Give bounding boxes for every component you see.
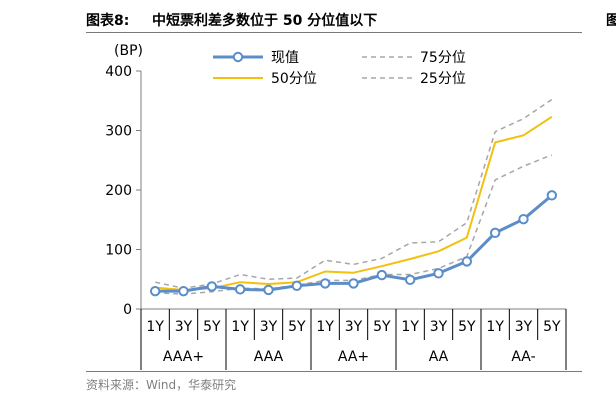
series-point-current xyxy=(376,269,388,281)
y-tick-label: 200 xyxy=(105,183,132,199)
series-point-current xyxy=(149,285,161,297)
x-tick-label: 1Y xyxy=(231,319,249,335)
x-tick-label: 1Y xyxy=(486,319,504,335)
series-point-current xyxy=(518,213,529,225)
x-tick-label: 3Y xyxy=(430,319,448,335)
legend-swatch-marker xyxy=(232,51,244,63)
x-tick-label: 5Y xyxy=(203,319,221,335)
x-tick-label: 1Y xyxy=(316,319,334,335)
bottom-rule xyxy=(86,371,582,372)
series-point-current xyxy=(234,284,246,295)
y-unit-label: (BP) xyxy=(114,43,143,59)
x-tick-label: 1Y xyxy=(401,319,419,335)
series-point-current xyxy=(546,190,558,201)
legend-label: 50分位 xyxy=(271,71,317,87)
series-point-current xyxy=(489,227,501,239)
series-line-0 xyxy=(155,194,553,293)
figure-label: 图表8: xyxy=(86,13,130,29)
group-label: AA xyxy=(429,349,449,365)
x-tick-label: 1Y xyxy=(146,319,164,335)
x-tick-label: 3Y xyxy=(515,319,533,335)
legend-label: 25分位 xyxy=(420,71,466,87)
x-tick-label: 5Y xyxy=(373,319,391,335)
series-point-current xyxy=(404,274,416,286)
x-tick-label: 3Y xyxy=(345,319,363,335)
series-point-current xyxy=(319,278,331,289)
x-tick-label: 3Y xyxy=(175,319,193,335)
y-tick-label: 0 xyxy=(123,302,132,318)
group-label: AAA+ xyxy=(163,349,204,365)
y-tick-label: 100 xyxy=(105,243,132,259)
series-line-1 xyxy=(155,98,553,289)
top-rule xyxy=(86,32,582,33)
figure-title: 中短票利差多数位于 50 分位值以下 xyxy=(152,13,378,29)
series-point-current xyxy=(263,284,274,296)
x-tick-label: 5Y xyxy=(543,319,561,335)
source-note: 资料来源：Wind，华泰研究 xyxy=(86,378,237,392)
series-point-current xyxy=(178,285,189,297)
group-label: AAA xyxy=(254,349,284,365)
y-tick-label: 300 xyxy=(105,124,132,140)
series-point-current xyxy=(291,280,303,291)
series-point-current xyxy=(433,268,444,279)
figure-title-row: 图表8: 中短票利差多数位于 50 分位值以下 xyxy=(0,0,616,36)
x-tick-label: 5Y xyxy=(458,319,476,335)
legend-label: 75分位 xyxy=(420,50,466,66)
y-tick-label: 400 xyxy=(105,64,132,80)
x-tick-label: 3Y xyxy=(260,319,278,335)
group-label: AA- xyxy=(511,349,535,365)
x-tick-label: 5Y xyxy=(288,319,306,335)
series-point-current xyxy=(206,281,218,292)
series-point-current xyxy=(348,278,359,289)
edge-mark: 图 xyxy=(606,13,616,26)
group-label: AA+ xyxy=(338,349,369,365)
legend-label: 现值 xyxy=(271,50,299,66)
series-point-current xyxy=(461,256,473,267)
